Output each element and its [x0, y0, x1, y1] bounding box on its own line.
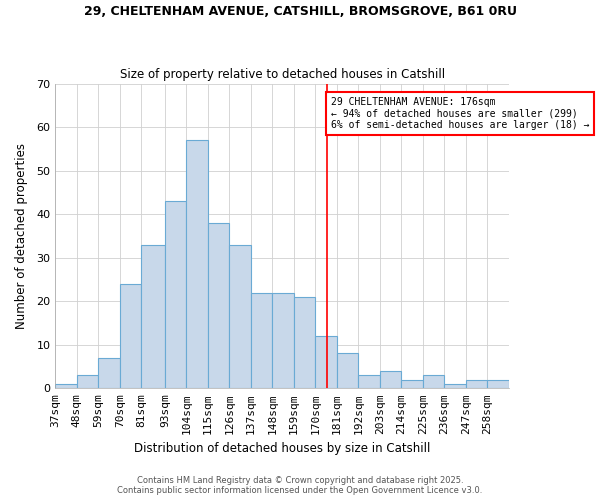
- Bar: [445, 384, 466, 388]
- Bar: [272, 292, 294, 388]
- Bar: [294, 297, 316, 388]
- Bar: [77, 375, 98, 388]
- Text: 29 CHELTENHAM AVENUE: 176sqm
← 94% of detached houses are smaller (299)
6% of se: 29 CHELTENHAM AVENUE: 176sqm ← 94% of de…: [331, 96, 589, 130]
- Bar: [55, 384, 77, 388]
- Bar: [229, 244, 251, 388]
- Title: Size of property relative to detached houses in Catshill: Size of property relative to detached ho…: [119, 68, 445, 81]
- Y-axis label: Number of detached properties: Number of detached properties: [15, 143, 28, 329]
- Text: Contains HM Land Registry data © Crown copyright and database right 2025.
Contai: Contains HM Land Registry data © Crown c…: [118, 476, 482, 495]
- Bar: [423, 375, 445, 388]
- Bar: [120, 284, 142, 389]
- Bar: [98, 358, 120, 388]
- Bar: [380, 371, 401, 388]
- Bar: [337, 354, 358, 388]
- Bar: [165, 201, 187, 388]
- Bar: [401, 380, 423, 388]
- Bar: [487, 380, 509, 388]
- Bar: [251, 292, 272, 388]
- Bar: [466, 380, 487, 388]
- Bar: [142, 244, 165, 388]
- Bar: [358, 375, 380, 388]
- Text: 29, CHELTENHAM AVENUE, CATSHILL, BROMSGROVE, B61 0RU: 29, CHELTENHAM AVENUE, CATSHILL, BROMSGR…: [83, 5, 517, 18]
- Bar: [208, 223, 229, 388]
- X-axis label: Distribution of detached houses by size in Catshill: Distribution of detached houses by size …: [134, 442, 430, 455]
- Bar: [316, 336, 337, 388]
- Bar: [187, 140, 208, 388]
